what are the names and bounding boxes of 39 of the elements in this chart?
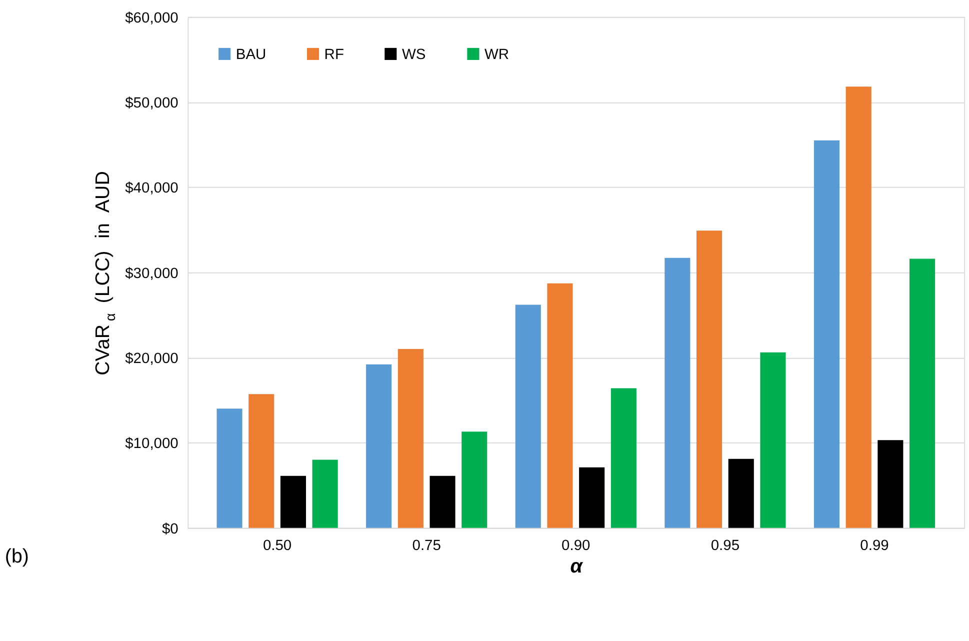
bar [248, 394, 274, 528]
y-tick-label: $0 [162, 521, 178, 538]
bar [610, 388, 636, 528]
y-tick-label: $20,000 [125, 350, 178, 367]
bar [910, 258, 936, 528]
x-tick-label: 0.95 [710, 538, 740, 554]
y-tick-label: $60,000 [125, 10, 178, 26]
bar [280, 476, 306, 528]
y-tick-label: $30,000 [125, 266, 178, 282]
bar [696, 230, 722, 528]
bar [312, 460, 338, 528]
legend-label: WS [402, 46, 426, 63]
x-tick-label: 0.50 [262, 538, 292, 554]
legend-label: BAU [236, 46, 266, 63]
bar [814, 140, 840, 528]
x-tick-label: 0.90 [562, 538, 590, 554]
bar [579, 467, 605, 528]
bar [760, 352, 786, 528]
bar [430, 476, 456, 528]
bar [515, 304, 541, 528]
bar [366, 364, 392, 528]
bar [216, 408, 242, 528]
bar [878, 440, 904, 528]
bar [547, 283, 573, 528]
x-tick-label: 0.99 [860, 538, 889, 554]
legend-label: RF [324, 46, 344, 63]
bar [398, 349, 424, 528]
bar [462, 432, 488, 528]
bar [664, 258, 690, 528]
text: (b) [4, 545, 29, 568]
y-axis-title: CVaRα (LCC) in AUD [92, 171, 118, 376]
bar [846, 86, 872, 528]
bar [728, 458, 754, 528]
x-axis-title: α [570, 556, 584, 578]
y-tick-label: $40,000 [125, 180, 178, 197]
y-tick-label: $50,000 [125, 95, 178, 112]
y-tick-label: $10,000 [125, 436, 178, 452]
legend-label: WR [484, 46, 510, 63]
x-tick-label: 0.75 [412, 538, 441, 554]
